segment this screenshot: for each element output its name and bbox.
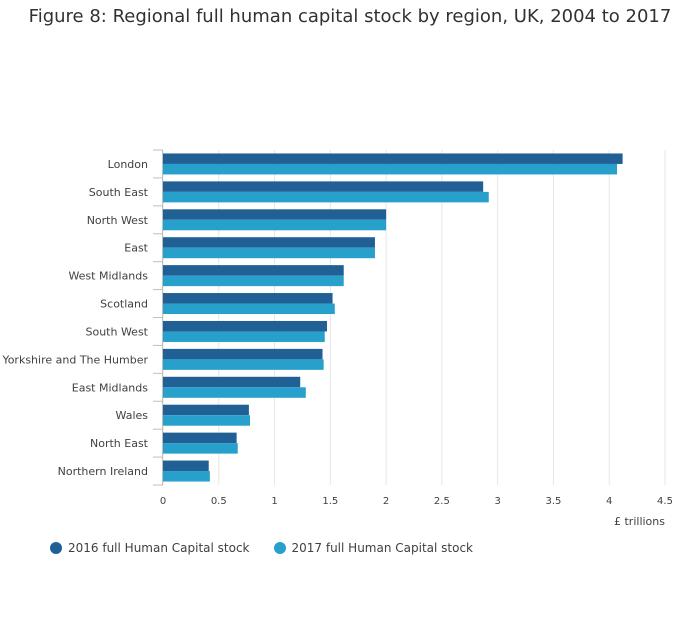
category-label: East Midlands xyxy=(72,381,149,394)
category-label: West Midlands xyxy=(68,270,148,283)
x-tick-label: 1.5 xyxy=(322,496,338,507)
bars xyxy=(163,153,623,482)
x-tick-label: 0 xyxy=(160,496,166,507)
legend: 2016 full Human Capital stock 2017 full … xyxy=(50,541,473,555)
bar-2017[interactable] xyxy=(163,191,489,203)
bar-2016[interactable] xyxy=(163,181,484,192)
y-axis xyxy=(153,149,163,486)
category-label: East xyxy=(124,242,148,255)
category-label: Scotland xyxy=(100,298,148,311)
bar-2017[interactable] xyxy=(163,275,344,287)
bar-2017[interactable] xyxy=(163,443,238,454)
legend-label-2016: 2016 full Human Capital stock xyxy=(68,541,250,555)
bar-2017[interactable] xyxy=(163,415,251,426)
x-tick-label: 3.5 xyxy=(545,496,561,507)
category-label: North West xyxy=(87,214,149,227)
bar-2016[interactable] xyxy=(163,293,333,304)
bar-2017[interactable] xyxy=(163,387,306,398)
bar-2016[interactable] xyxy=(163,265,344,276)
category-label: Wales xyxy=(116,409,149,422)
legend-swatch-2017 xyxy=(273,542,286,554)
category-label: Yorkshire and The Humber xyxy=(1,353,148,366)
bar-2017[interactable] xyxy=(163,471,210,482)
bar-2017[interactable] xyxy=(163,163,618,175)
bar-2017[interactable] xyxy=(163,219,387,231)
legend-item-2017[interactable]: 2017 full Human Capital stock xyxy=(273,541,474,555)
bar-2016[interactable] xyxy=(163,237,375,248)
bar-2016[interactable] xyxy=(163,348,323,360)
chart-title: Figure 8: Regional full human capital st… xyxy=(28,6,672,27)
bar-2016[interactable] xyxy=(163,432,237,444)
x-tick-label: 0.5 xyxy=(211,496,227,507)
bar-2016[interactable] xyxy=(163,404,249,416)
bar-2017[interactable] xyxy=(163,331,325,342)
legend-swatch-2016 xyxy=(50,542,62,554)
bar-2017[interactable] xyxy=(163,247,375,259)
category-labels: London South East North West East West Midla… xyxy=(1,158,148,478)
bar-2016[interactable] xyxy=(163,376,301,388)
x-tick-labels: 0 0.5 1 1.5 2 2.5 3 3.5 4 4.5 xyxy=(160,496,673,507)
legend-label-2017: 2017 full Human Capital stock xyxy=(291,541,474,555)
x-axis-label: £ trillions xyxy=(614,515,665,528)
bar-2016[interactable] xyxy=(163,209,387,220)
x-tick-label: 4.5 xyxy=(657,496,673,507)
x-tick-label: 2 xyxy=(383,496,389,507)
x-tick-label: 1 xyxy=(271,496,277,507)
bar-2016[interactable] xyxy=(163,153,623,164)
x-tick-label: 3 xyxy=(494,496,500,507)
bar-2016[interactable] xyxy=(163,320,327,332)
legend-item-2016[interactable]: 2016 full Human Capital stock xyxy=(50,541,250,555)
x-tick-label: 2.5 xyxy=(434,496,450,507)
category-label: London xyxy=(108,158,148,171)
bar-2017[interactable] xyxy=(163,359,324,370)
category-label: North East xyxy=(90,437,149,450)
category-label: South East xyxy=(89,186,149,199)
category-label: Northern Ireland xyxy=(58,465,148,478)
x-tick-label: 4 xyxy=(606,496,612,507)
category-label: South West xyxy=(85,325,148,338)
bar-2017[interactable] xyxy=(163,303,335,315)
bar-2016[interactable] xyxy=(163,460,209,472)
